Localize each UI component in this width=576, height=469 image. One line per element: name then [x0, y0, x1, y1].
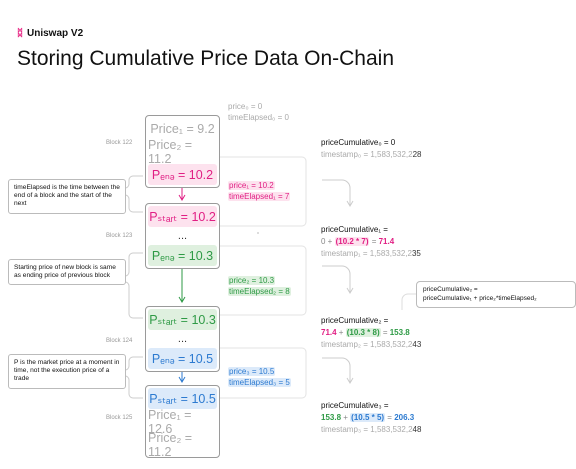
block-label: Block 124 [106, 338, 133, 344]
cumulative-0: priceCumulative₀ = 0 timestamp₀ = 1,583,… [321, 137, 422, 161]
price-value: price₃ = 10.5 [228, 367, 276, 376]
eq-prev: 153.8 [321, 413, 342, 422]
ellipsis: ... [177, 333, 188, 345]
brand-label: Uniswap V2 [27, 28, 84, 39]
timestamp-tail: 43 [412, 340, 422, 349]
block-125: Pₛₜₐᵣₜ = 10.5 Price₁ = 12.6 Price₂ = 11.… [145, 385, 220, 459]
block-122: Price₁ = 9.2 Price₂ = 11.2 Pₑₙₔ = 10.2 [145, 115, 220, 188]
block-label: Block 123 [106, 233, 133, 239]
cumulative-1: priceCumulative₁ = 0 + (10.2 * 7) = 71.4… [321, 224, 421, 260]
interval-2: price₂ = 10.3 timeElapsed₂ = 8 [228, 275, 291, 297]
timestamp: timestamp₀ = 1,583,532,2 [321, 150, 413, 159]
start-price-cell: Pₛₜₐᵣₜ = 10.2 [148, 206, 217, 227]
eq-term: (10.2 * 7) [334, 237, 370, 246]
eq-prev: 0 + [321, 237, 335, 246]
interval-3: price₃ = 10.5 timeElapsed₃ = 5 [228, 366, 291, 388]
eq-result: 206.3 [394, 413, 415, 422]
eq-result: 153.8 [389, 328, 410, 337]
eq-term: (10.3 * 8) [345, 328, 381, 337]
note-start-price: Starting price of new block is same as e… [8, 259, 126, 286]
end-price-cell: Pₑₙₔ = 10.3 [148, 245, 217, 266]
price-cell: Price₂ = 11.2 [148, 430, 193, 459]
interval-1: price₁ = 10.2 timeElapsed₁ = 7 [228, 180, 291, 202]
block-label: Block 122 [106, 140, 133, 146]
interval-0: price₀ = 0 timeElapsed₀ = 0 [228, 101, 289, 123]
formula-line-1: priceCumulative₂ = [423, 286, 478, 293]
price-value: price₁ = 10.2 [228, 181, 275, 190]
elapsed-value: timeElapsed₁ = 7 [228, 192, 291, 201]
note-market-price: P is the market price at a moment in tim… [8, 354, 126, 389]
eq-plus: + [336, 328, 346, 337]
block-124: Pₛₜₐᵣₜ = 10.3 ... Pₑₙₔ = 10.5 [145, 306, 220, 372]
brand: ᛥ Uniswap V2 [17, 28, 83, 39]
end-price-cell: Pₑₙₔ = 10.5 [148, 348, 217, 369]
timestamp: timestamp₁ = 1,583,532,2 [321, 249, 412, 258]
formula-callout: priceCumulative₂ = priceCumulative₁ + pr… [416, 281, 576, 308]
timestamp: timestamp₂ = 1,583,532,2 [321, 340, 413, 349]
eq-plus: + [341, 413, 351, 422]
timestamp-tail: 48 [412, 425, 422, 434]
eq-sign: = [369, 237, 379, 246]
timestamp: timestamp₃ = 1,583,532,2 [321, 425, 413, 434]
price-value: price₂ = 10.3 [228, 276, 276, 285]
elapsed-value: timeElapsed₂ = 8 [228, 287, 291, 296]
cumulative-2: priceCumulative₂ = 71.4 + (10.3 * 8) = 1… [321, 315, 421, 351]
cumulative-head: priceCumulative₂ = [321, 316, 389, 325]
elapsed-value: timeElapsed₃ = 5 [228, 378, 291, 387]
ellipsis: ... [177, 230, 188, 242]
price-cell: Price₂ = 11.2 [148, 137, 193, 166]
block-123: Pₛₜₐᵣₜ = 10.2 ... Pₑₙₔ = 10.3 [145, 203, 220, 269]
eq-result: 71.4 [378, 237, 395, 246]
end-price-cell: Pₑₙₔ = 10.2 [148, 164, 217, 185]
eq-term: (10.5 * 5) [350, 413, 386, 422]
price-value: price₀ = 0 [228, 102, 263, 111]
timestamp-tail: 28 [412, 150, 422, 159]
page-title: Storing Cumulative Price Data On-Chain [17, 47, 394, 70]
note-time-elapsed: timeElapsed is the time between the end … [8, 179, 126, 214]
cumulative-head: priceCumulative₁ = [321, 225, 388, 234]
formula-line-2: priceCumulative₁ + price₂*timeElapsed₂ [423, 294, 537, 302]
price-cell: Price₁ = 9.2 [150, 121, 215, 136]
eq-sign: = [385, 413, 395, 422]
timestamp-tail: 35 [411, 249, 421, 258]
cumulative-head: priceCumulative₀ = 0 [321, 138, 396, 147]
price-cell: Price₁ = 12.6 [148, 407, 192, 436]
block-label: Block 125 [106, 415, 133, 421]
elapsed-value: timeElapsed₀ = 0 [228, 113, 289, 122]
eq-prev: 71.4 [321, 328, 337, 337]
cumulative-3: priceCumulative₃ = 153.8 + (10.5 * 5) = … [321, 400, 421, 436]
unicorn-icon: ᛥ [17, 28, 23, 39]
start-price-cell: Pₛₜₐᵣₜ = 10.3 [148, 309, 217, 330]
cumulative-head: priceCumulative₃ = [321, 401, 389, 410]
start-price-cell: Pₛₜₐᵣₜ = 10.5 [148, 388, 217, 409]
eq-sign: = [380, 328, 390, 337]
